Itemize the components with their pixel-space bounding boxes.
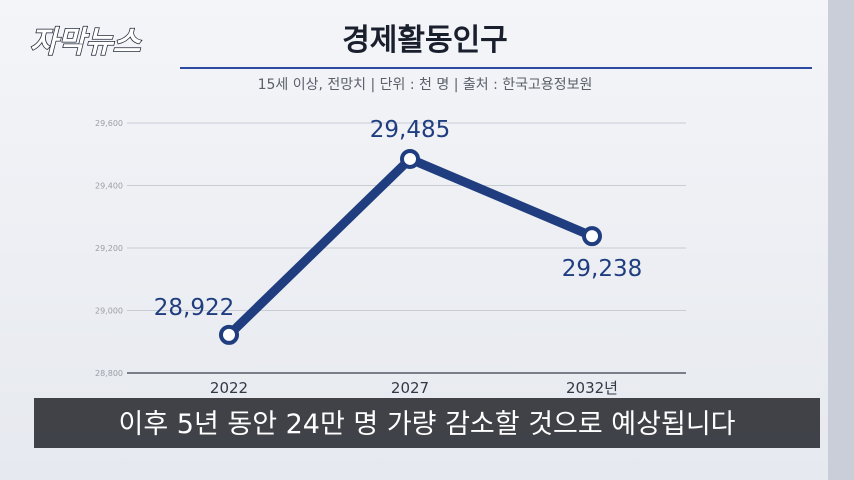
value-label: 29,238 [562,256,642,282]
chart-title: 경제활동인구 [342,23,508,58]
y-tick-label: 29,000 [95,307,123,316]
data-point [582,226,602,247]
caption-box [34,398,820,448]
data-point [400,148,420,169]
y-tick-label: 29,200 [95,244,123,253]
chart-subtitle: 15세 이상, 전망치 | 단위 : 천 명 | 출처 : 한국고용정보원 [258,77,593,93]
value-label: 28,922 [154,295,234,321]
y-tick-label: 29,400 [95,182,123,191]
logo: 자막뉴스 [30,25,142,60]
x-tick-label: 2032년 [566,379,618,397]
x-tick-label: 2027 [391,379,429,397]
value-label: 29,485 [370,117,450,143]
caption: 이후 5년 동안 24만 명 가량 감소할 것으로 예상됩니다 [119,409,736,440]
y-tick-label: 29,600 [95,119,123,128]
y-tick-label: 28,800 [95,369,123,378]
x-tick-label: 2022 [210,379,248,397]
data-point [219,324,239,345]
side-panel [828,0,854,480]
